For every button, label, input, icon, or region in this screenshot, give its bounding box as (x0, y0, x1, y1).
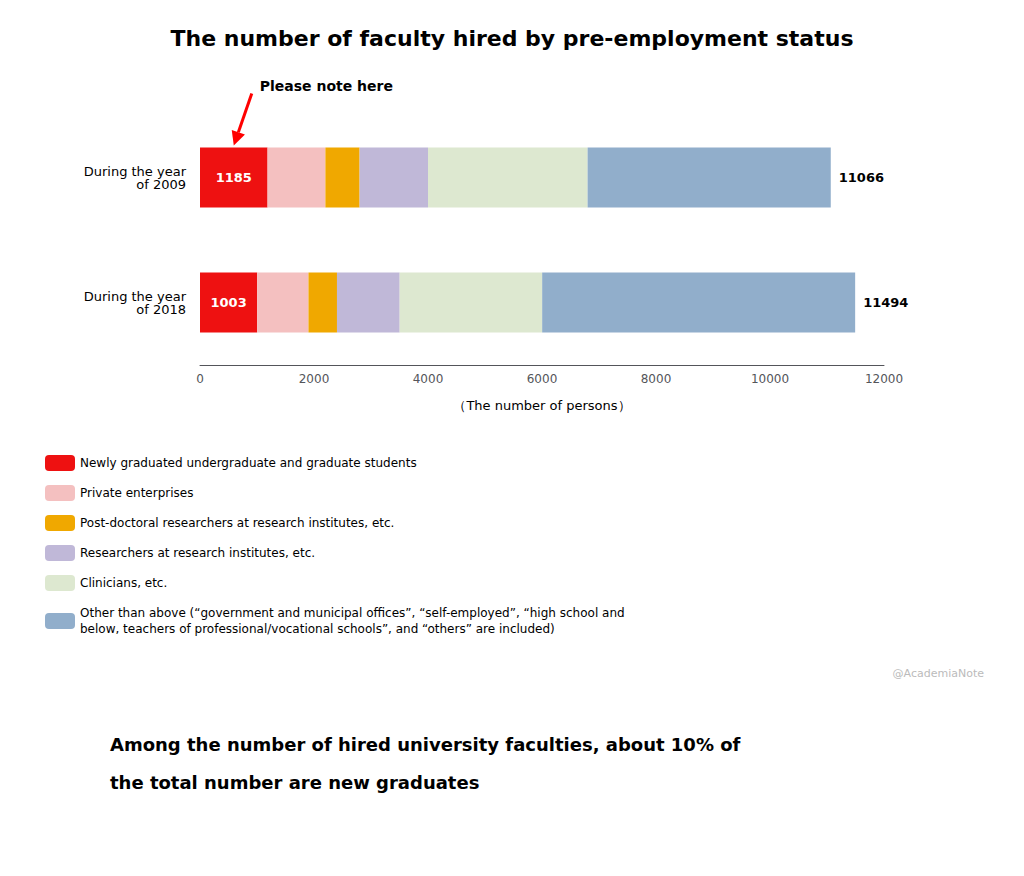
svg-text:Clinicians, etc.: Clinicians, etc. (80, 576, 167, 590)
svg-text:11066: 11066 (839, 170, 884, 185)
svg-text:During the year: During the year (83, 288, 186, 304)
svg-text:8000: 8000 (641, 372, 672, 386)
svg-text:1185: 1185 (216, 170, 252, 185)
svg-text:Private enterprises: Private enterprises (80, 486, 193, 500)
svg-text:Researchers at research instit: Researchers at research institutes, etc. (80, 546, 315, 560)
svg-text:below, teachers of professiona: below, teachers of professional/vocation… (80, 622, 555, 636)
svg-text:1003: 1003 (210, 295, 246, 310)
svg-text:The number of faculty hired by: The number of faculty hired by pre-emplo… (171, 26, 854, 51)
svg-text:2000: 2000 (299, 372, 330, 386)
svg-text:（The number of persons）: （The number of persons） (453, 398, 630, 413)
svg-text:of 2018: of 2018 (136, 302, 186, 317)
svg-text:Other than above (“government: Other than above (“government and munici… (80, 606, 625, 620)
svg-text:of 2009: of 2009 (136, 177, 186, 192)
svg-text:the total number are new gradu: the total number are new graduates (110, 772, 479, 793)
svg-text:During the year: During the year (83, 163, 186, 179)
svg-text:Newly graduated undergraduate: Newly graduated undergraduate and gradua… (80, 456, 417, 470)
svg-text:Post-doctoral researchers at r: Post-doctoral researchers at research in… (80, 516, 394, 530)
svg-text:12000: 12000 (865, 372, 903, 386)
svg-text:4000: 4000 (413, 372, 444, 386)
svg-text:Among the number of hired univ: Among the number of hired university fac… (110, 734, 741, 755)
svg-text:Please note here: Please note here (260, 78, 393, 94)
svg-text:10000: 10000 (751, 372, 789, 386)
svg-text:0: 0 (196, 372, 204, 386)
svg-text:6000: 6000 (527, 372, 558, 386)
svg-text:@AcademiaNote: @AcademiaNote (893, 667, 985, 680)
svg-text:11494: 11494 (863, 295, 908, 310)
